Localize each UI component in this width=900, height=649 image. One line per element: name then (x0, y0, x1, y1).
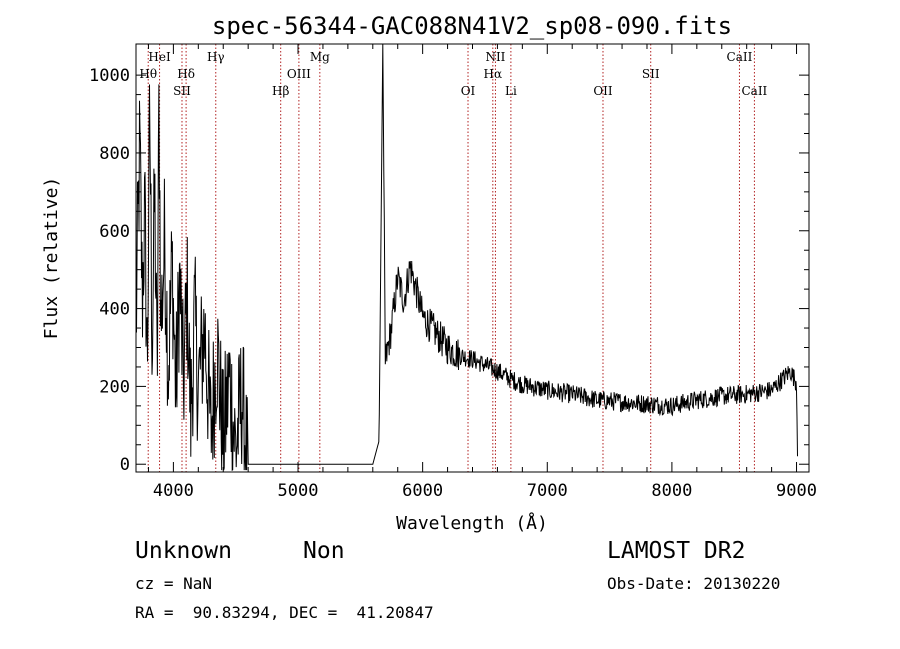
line-label-5: Hβ (272, 84, 289, 98)
plot-frame (135, 43, 810, 473)
y-tick-label-0: 0 (120, 455, 130, 475)
line-label-1: HeI (148, 50, 171, 64)
x-tick-label-1: 5000 (278, 481, 319, 501)
x-axis-label: Wavelength (Å) (396, 512, 548, 534)
x-tick-label-3: 7000 (527, 481, 568, 501)
line-label-2: SII (173, 84, 191, 98)
survey-name: LAMOST DR2 (607, 538, 746, 564)
y-tick-label-3: 600 (99, 222, 130, 242)
object-subclass: Non (303, 538, 345, 564)
x-tick-label-2: 6000 (402, 481, 443, 501)
y-tick-label-4: 800 (99, 144, 130, 164)
line-label-0: Hθ (139, 67, 157, 81)
redshift-value: cz = NaN (135, 574, 213, 593)
observation-date: Obs-Date: 20130220 (607, 574, 781, 593)
line-label-11: Li (505, 84, 517, 98)
line-label-10: Hα (484, 67, 503, 81)
x-tick-label-0: 4000 (153, 481, 194, 501)
spectrum-series (135, 43, 798, 471)
y-tick-label-2: 400 (99, 300, 130, 320)
y-tick-label-1: 200 (99, 377, 130, 397)
chart-title: spec-56344-GAC088N41V2_sp08-090.fits (212, 12, 732, 40)
line-label-13: SII (642, 67, 660, 81)
line-label-15: CaII (741, 84, 767, 98)
line-label-14: CaII (727, 50, 753, 64)
line-label-9: NII (485, 50, 505, 64)
axes: 4000 5000 6000 7000 8000 9000 0 200 400 600 800 100… (89, 43, 817, 501)
object-class: Unknown (135, 538, 232, 564)
y-axis-label: Flux (relative) (41, 177, 62, 340)
x-tick-label-5: 9000 (776, 481, 817, 501)
line-label-4: Hγ (207, 50, 225, 64)
line-label-12: OII (593, 84, 613, 98)
line-label-6: OIII (287, 67, 311, 81)
line-label-7: Mg (310, 50, 330, 64)
x-tick-label-4: 8000 (651, 481, 692, 501)
line-label-8: OI (461, 84, 476, 98)
spectrum-line (135, 43, 798, 471)
y-tick-label-5: 1000 (89, 66, 130, 86)
coordinates: RA = 90.83294, DEC = 41.20847 (135, 603, 434, 622)
line-label-3: Hδ (177, 67, 195, 81)
